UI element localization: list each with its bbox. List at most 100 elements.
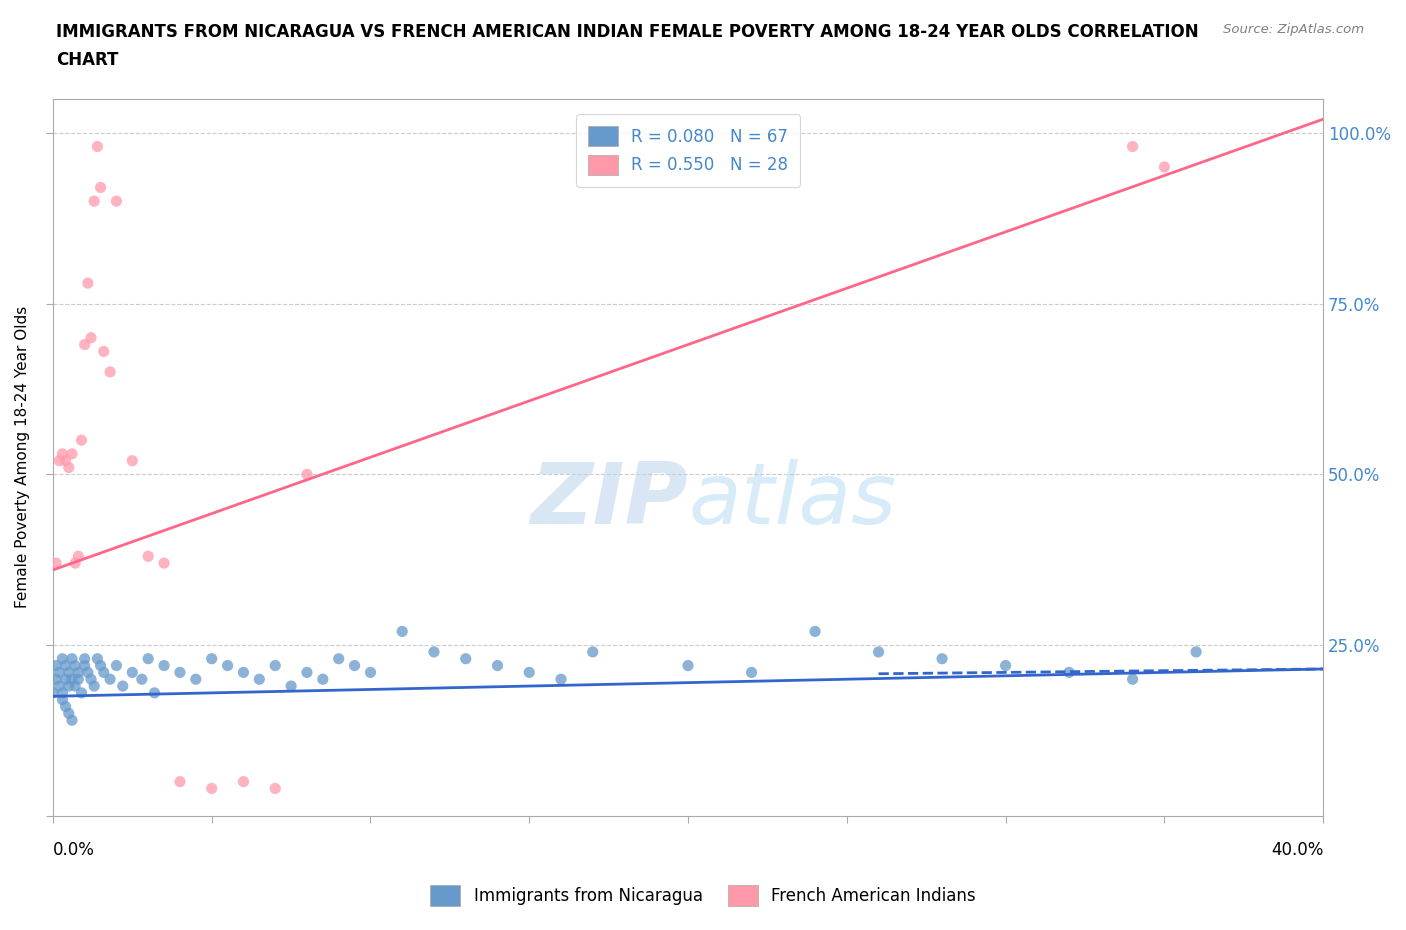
Point	[45, 556, 67, 571]
Point	[55, 671, 77, 686]
Point	[80, 671, 103, 686]
Point	[153, 556, 176, 571]
Point	[58, 706, 80, 721]
Point	[105, 193, 128, 208]
Point	[73, 651, 96, 666]
Text: Source: ZipAtlas.com: Source: ZipAtlas.com	[1223, 23, 1364, 36]
Point	[264, 658, 287, 673]
Point	[931, 651, 953, 666]
Point	[312, 671, 335, 686]
Point	[51, 685, 73, 700]
Point	[169, 665, 191, 680]
Text: CHART: CHART	[56, 51, 118, 69]
Point	[51, 692, 73, 707]
Point	[67, 671, 90, 686]
Point	[217, 658, 239, 673]
Point	[1185, 644, 1208, 659]
Point	[184, 671, 207, 686]
Point	[994, 658, 1017, 673]
Point	[55, 699, 77, 714]
Point	[868, 644, 890, 659]
Point	[86, 140, 108, 154]
Point	[55, 453, 77, 468]
Point	[73, 338, 96, 352]
Point	[63, 658, 86, 673]
Point	[280, 679, 302, 694]
Point	[359, 665, 381, 680]
Point	[131, 671, 153, 686]
Point	[153, 658, 176, 673]
Point	[90, 180, 112, 195]
Point	[60, 446, 83, 461]
Point	[121, 453, 143, 468]
Point	[98, 365, 121, 379]
Point	[63, 679, 86, 694]
Point	[83, 679, 105, 694]
Point	[1122, 140, 1144, 154]
Point	[98, 671, 121, 686]
Point	[343, 658, 366, 673]
Y-axis label: Female Poverty Among 18-24 Year Olds: Female Poverty Among 18-24 Year Olds	[15, 306, 30, 608]
Point	[70, 432, 93, 447]
Point	[804, 624, 827, 639]
Point	[517, 665, 540, 680]
Point	[550, 671, 572, 686]
Point	[105, 658, 128, 673]
Point	[76, 665, 98, 680]
Point	[83, 193, 105, 208]
Point	[121, 665, 143, 680]
Point	[67, 549, 90, 564]
Point	[60, 712, 83, 727]
Point	[143, 685, 166, 700]
Point	[454, 651, 477, 666]
Point	[93, 665, 115, 680]
Text: atlas: atlas	[688, 458, 896, 542]
Point	[42, 685, 65, 700]
Point	[169, 775, 191, 790]
Point	[111, 679, 134, 694]
Point	[247, 671, 270, 686]
Point	[73, 658, 96, 673]
Point	[63, 556, 86, 571]
Point	[51, 651, 73, 666]
Text: IMMIGRANTS FROM NICARAGUA VS FRENCH AMERICAN INDIAN FEMALE POVERTY AMONG 18-24 Y: IMMIGRANTS FROM NICARAGUA VS FRENCH AMER…	[56, 23, 1199, 41]
Point	[676, 658, 699, 673]
Point	[328, 651, 350, 666]
Legend: R = 0.080   N = 67, R = 0.550   N = 28: R = 0.080 N = 67, R = 0.550 N = 28	[576, 114, 800, 187]
Text: ZIP: ZIP	[530, 458, 688, 542]
Legend: Immigrants from Nicaragua, French American Indians: Immigrants from Nicaragua, French Americ…	[423, 879, 983, 912]
Text: 40.0%: 40.0%	[1271, 842, 1323, 859]
Point	[1057, 665, 1080, 680]
Point	[58, 460, 80, 475]
Point	[93, 344, 115, 359]
Point	[70, 685, 93, 700]
Point	[232, 775, 254, 790]
Point	[201, 651, 224, 666]
Point	[45, 658, 67, 673]
Point	[51, 446, 73, 461]
Point	[67, 665, 90, 680]
Point	[45, 671, 67, 686]
Point	[60, 671, 83, 686]
Point	[58, 665, 80, 680]
Point	[391, 624, 413, 639]
Point	[86, 651, 108, 666]
Point	[90, 658, 112, 673]
Point	[76, 275, 98, 290]
Point	[136, 549, 159, 564]
Text: 0.0%: 0.0%	[53, 842, 94, 859]
Point	[295, 665, 318, 680]
Point	[48, 453, 70, 468]
Point	[201, 781, 224, 796]
Point	[232, 665, 254, 680]
Point	[55, 658, 77, 673]
Point	[60, 651, 83, 666]
Point	[582, 644, 605, 659]
Point	[1122, 671, 1144, 686]
Point	[48, 665, 70, 680]
Point	[48, 679, 70, 694]
Point	[486, 658, 509, 673]
Point	[136, 651, 159, 666]
Point	[58, 679, 80, 694]
Point	[1153, 160, 1175, 175]
